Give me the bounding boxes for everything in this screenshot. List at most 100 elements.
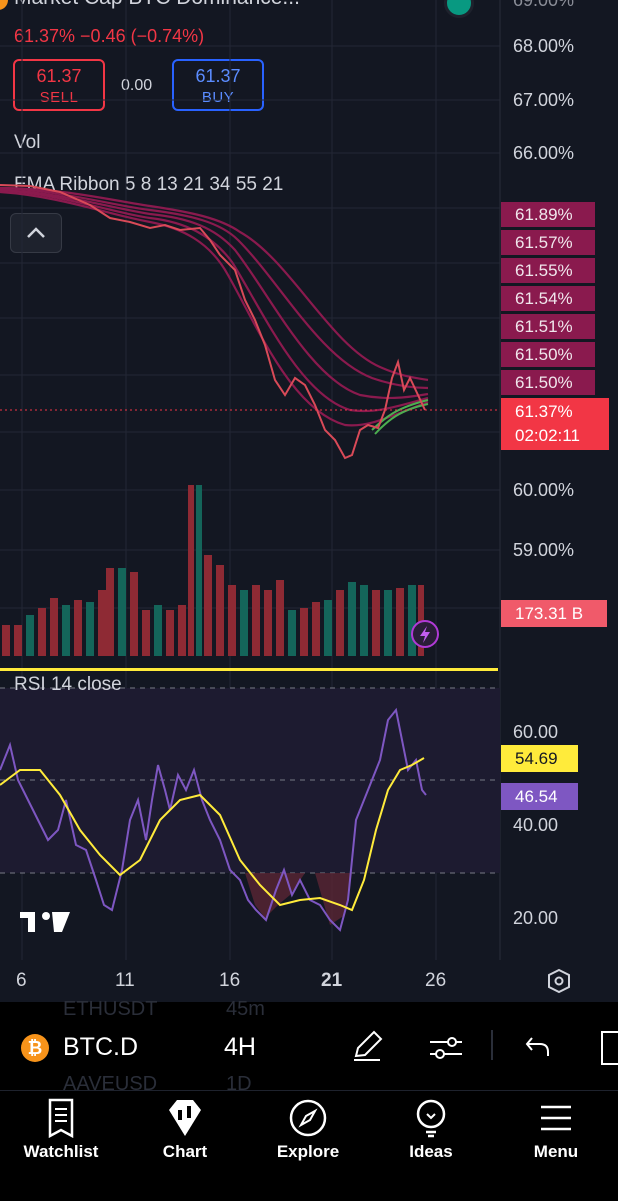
chart-icon — [169, 1100, 201, 1136]
volume-bar — [228, 585, 236, 656]
price-axis-label: 60.00% — [513, 480, 575, 500]
volume-bar — [130, 572, 138, 656]
volume-bar — [324, 600, 332, 656]
lightning-icon[interactable] — [411, 620, 439, 648]
ema-value-tag: 61.57% — [501, 230, 595, 255]
bottom-navigation — [0, 1090, 618, 1201]
volume-bar — [360, 585, 368, 656]
volume-bar — [240, 590, 248, 656]
nav-label: Ideas — [409, 1142, 453, 1161]
ghost-interval: 45m — [226, 998, 265, 1020]
watchlist-icon — [48, 1098, 74, 1138]
volume-bar — [26, 615, 34, 656]
sell-label: SELL — [39, 89, 79, 106]
lightbulb-icon — [416, 1099, 446, 1138]
hamburger-icon — [541, 1105, 571, 1131]
nav-label: Watchlist — [23, 1142, 99, 1161]
nav-explore[interactable]: Explore — [258, 1098, 358, 1162]
volume-bar — [300, 608, 308, 656]
current-price-tag: 61.37% 02:02:11 — [501, 398, 609, 450]
volume-bar — [276, 580, 284, 656]
volume-bar — [348, 582, 356, 656]
symbol-title[interactable]: Market Cap BTC Dominance... — [14, 0, 300, 10]
buy-button[interactable]: 61.37 BUY — [172, 59, 264, 111]
date-axis-label: 6 — [16, 970, 27, 991]
collapse-indicators-button[interactable] — [10, 213, 62, 253]
undo-icon[interactable] — [524, 1034, 552, 1065]
nav-label: Menu — [533, 1142, 579, 1161]
ema-value-tag: 61.89% — [501, 202, 595, 227]
vol-indicator-label[interactable]: Vol — [14, 132, 41, 153]
buy-price: 61.37 — [195, 66, 241, 86]
price-candles — [0, 184, 426, 460]
nav-watchlist[interactable]: Watchlist — [11, 1098, 111, 1162]
sell-price: 61.37 — [36, 66, 82, 86]
rsi-axis-label: 20.00 — [513, 908, 559, 928]
ema-line — [0, 186, 429, 382]
rsi-value-tag: 46.54 — [501, 783, 578, 810]
chart-canvas[interactable] — [0, 0, 618, 1000]
ema-value-tag: 61.51% — [501, 314, 595, 339]
volume-bar — [408, 585, 416, 656]
chart-toolbar — [0, 1002, 618, 1090]
volume-bar — [196, 485, 202, 656]
volume-bar — [384, 590, 392, 656]
symbol-selector[interactable]: BTC.D — [63, 1033, 138, 1061]
bitcoin-logo-icon: ₿ — [21, 1034, 49, 1062]
pane-divider-handle[interactable] — [0, 668, 498, 671]
compass-icon — [289, 1099, 327, 1137]
ema-value-tag: 61.50% — [501, 342, 595, 367]
volume-bar — [38, 608, 46, 656]
price-axis-label: 67.00% — [513, 90, 575, 110]
ema-line — [0, 188, 429, 400]
bitcoin-logo-icon — [0, 0, 8, 10]
volume-bar — [312, 602, 320, 656]
rsi-ma-value-tag: 54.69 — [501, 745, 578, 772]
volume-bar — [178, 605, 186, 656]
drawing-pen-icon[interactable] — [350, 1030, 386, 1069]
volume-bar — [166, 610, 174, 656]
nav-menu[interactable]: Menu — [506, 1098, 606, 1162]
volume-bar — [372, 590, 380, 656]
buy-label: BUY — [201, 89, 235, 106]
rsi-oversold-fill — [315, 873, 352, 925]
volume-bar — [204, 555, 212, 656]
nav-ideas[interactable]: Ideas — [381, 1098, 481, 1162]
market-status-icon — [444, 0, 474, 18]
fullscreen-icon[interactable] — [598, 1030, 618, 1071]
nav-label: Explore — [276, 1142, 340, 1161]
chart-settings-hex-icon[interactable] — [547, 968, 571, 999]
date-axis-label: 21 — [321, 970, 343, 991]
ema-ribbon — [0, 186, 429, 427]
volume-bar — [74, 600, 82, 656]
tradingview-logo-icon — [20, 912, 70, 932]
volume-bar — [106, 568, 114, 656]
nav-chart[interactable]: Chart — [135, 1098, 235, 1162]
ghost-symbol: AAVEUSD — [63, 1073, 158, 1095]
volume-bar — [2, 625, 10, 656]
date-axis-label: 11 — [115, 970, 135, 991]
current-price-value: 61.37% — [515, 402, 573, 421]
ema-line — [0, 190, 429, 427]
indicators-sliders-icon[interactable] — [428, 1032, 464, 1069]
candle-countdown: 02:02:11 — [515, 426, 580, 445]
ema-line — [0, 188, 429, 413]
sell-button[interactable]: 61.37 SELL — [13, 59, 105, 111]
price-axis-label: 68.00% — [513, 36, 575, 56]
toolbar-divider — [491, 1030, 493, 1060]
rsi-axis-label: 40.00 — [513, 815, 559, 835]
volume-bar — [216, 565, 224, 656]
ema-line — [0, 186, 429, 390]
volume-bar — [288, 610, 296, 656]
rsi-indicator-label[interactable]: RSI 14 close — [14, 674, 122, 695]
nav-label: Chart — [162, 1142, 208, 1161]
interval-selector[interactable]: 4H — [224, 1033, 256, 1061]
volume-bar — [154, 605, 162, 656]
ema-ribbon-label[interactable]: EMA Ribbon 5 8 13 21 34 55 21 — [14, 174, 284, 195]
ema-value-tag: 61.50% — [501, 370, 595, 395]
volume-bars — [2, 485, 424, 656]
date-axis-label: 16 — [219, 970, 241, 991]
price-axis-label: 59.00% — [513, 540, 575, 560]
spread-value: 0.00 — [121, 77, 153, 94]
volume-bar — [264, 590, 272, 656]
